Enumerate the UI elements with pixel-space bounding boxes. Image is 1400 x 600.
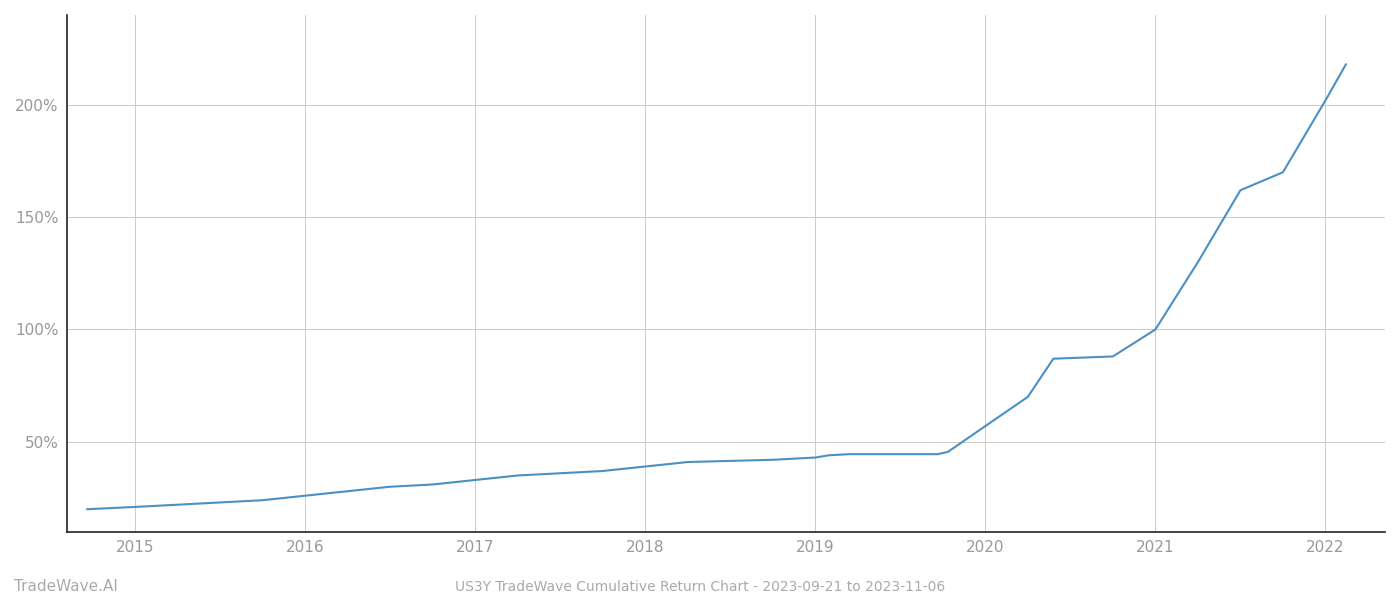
Text: US3Y TradeWave Cumulative Return Chart - 2023-09-21 to 2023-11-06: US3Y TradeWave Cumulative Return Chart -… (455, 580, 945, 594)
Text: TradeWave.AI: TradeWave.AI (14, 579, 118, 594)
